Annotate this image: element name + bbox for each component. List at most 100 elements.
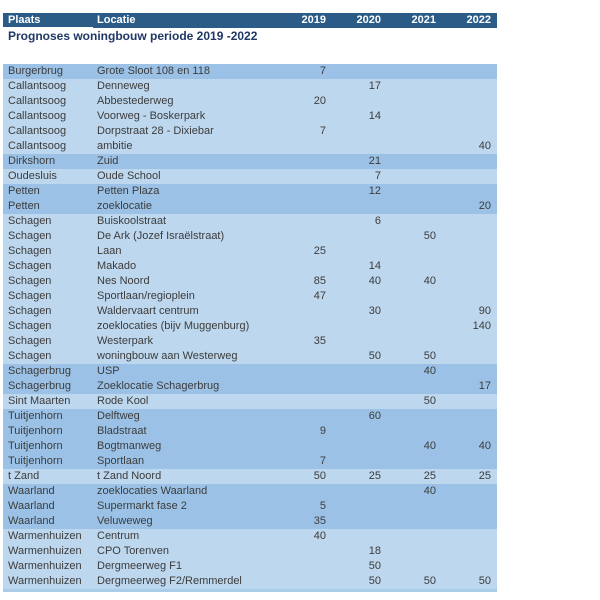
cell-plaats[interactable]: Sint Maarten [8, 395, 71, 407]
cell-2020[interactable] [332, 64, 387, 79]
cell-2019[interactable]: 35 [313, 515, 326, 527]
cell-2020[interactable] [332, 484, 387, 499]
column-header-2020[interactable]: 2020 [356, 14, 381, 26]
cell-2022[interactable] [442, 499, 497, 514]
cell-2022[interactable]: 25 [478, 470, 491, 482]
cell-2020[interactable]: 14 [368, 110, 381, 122]
cell-2021[interactable] [387, 169, 442, 184]
cell-2021[interactable] [387, 454, 442, 469]
cell-plaats[interactable]: Schagen [8, 245, 52, 257]
cell-locatie[interactable]: Westerpark [97, 335, 154, 347]
cell-2021[interactable]: 25 [423, 470, 436, 482]
column-header-plaats[interactable]: Plaats [3, 13, 93, 28]
cell-2021[interactable] [387, 499, 442, 514]
cell-2022[interactable] [442, 454, 497, 469]
table-row[interactable]: Schagerbrug USP 40 [3, 364, 497, 379]
cell-plaats[interactable]: Schagen [8, 275, 52, 287]
cell-2019[interactable] [277, 559, 332, 574]
cell-2019[interactable]: 7 [319, 125, 326, 137]
table-row[interactable]: Schagen Nes Noord 85 40 40 [3, 274, 497, 289]
table-row[interactable]: t Zand t Zand Noord 50 25 25 25 [3, 469, 497, 484]
cell-locatie[interactable]: zoeklocaties (bijv Muggenburg) [97, 320, 250, 332]
cell-locatie[interactable]: USP [97, 365, 120, 377]
cell-locatie[interactable]: Zoeklocatie Schagerbrug [97, 380, 220, 392]
cell-2019[interactable] [277, 214, 332, 229]
table-row[interactable]: Callantsoog ambitie 40 [3, 139, 497, 154]
cell-2019[interactable] [277, 169, 332, 184]
table-row[interactable]: Warmenhuizen Centrum 40 [3, 529, 497, 544]
cell-2022[interactable] [442, 484, 497, 499]
cell-2022[interactable] [442, 94, 497, 109]
cell-2022[interactable]: 40 [478, 440, 491, 452]
cell-2020[interactable]: 7 [374, 170, 381, 182]
cell-2020[interactable] [332, 199, 387, 214]
cell-2021[interactable] [387, 214, 442, 229]
cell-2022[interactable]: 17 [478, 380, 491, 392]
cell-2022[interactable]: 140 [472, 320, 491, 332]
cell-locatie[interactable]: Sportlaan [97, 455, 145, 467]
cell-plaats[interactable]: Oudesluis [8, 170, 57, 182]
cell-2020[interactable] [332, 139, 387, 154]
cell-2019[interactable]: 7 [319, 65, 326, 77]
cell-2019[interactable] [277, 109, 332, 124]
cell-2021[interactable] [387, 409, 442, 424]
cell-2022[interactable] [442, 544, 497, 559]
cell-2020[interactable]: 6 [374, 215, 381, 227]
cell-locatie[interactable]: Dergmeerweg F1 [97, 560, 182, 572]
table-row[interactable]: Dirkshorn Zuid 21 [3, 154, 497, 169]
cell-locatie[interactable]: Oude School [97, 170, 161, 182]
cell-2021[interactable] [387, 244, 442, 259]
table-row[interactable]: Tuitjenhorn Delftweg 60 [3, 409, 497, 424]
table-row[interactable]: Schagen Waldervaart centrum 30 90 [3, 304, 497, 319]
table-row[interactable]: Callantsoog Voorweg - Boskerpark 14 [3, 109, 497, 124]
cell-2022[interactable] [442, 364, 497, 379]
cell-2022[interactable] [442, 514, 497, 529]
cell-2019[interactable] [277, 379, 332, 394]
table-row[interactable]: Warmenhuizen CPO Torenven 18 [3, 544, 497, 559]
cell-plaats[interactable]: Callantsoog [8, 110, 67, 122]
cell-2019[interactable]: 47 [313, 290, 326, 302]
cell-plaats[interactable]: Waarland [8, 485, 55, 497]
cell-2020[interactable] [332, 514, 387, 529]
table-row[interactable]: Schagen De Ark (Jozef Israëlstraat) 50 [3, 229, 497, 244]
cell-plaats[interactable]: Schagen [8, 350, 52, 362]
table-row[interactable]: Schagen Buiskoolstraat 6 [3, 214, 497, 229]
cell-locatie[interactable]: Makado [97, 260, 137, 272]
cell-2021[interactable]: 40 [423, 365, 436, 377]
cell-locatie[interactable]: Voorweg - Boskerpark [97, 110, 206, 122]
cell-2021[interactable] [387, 199, 442, 214]
cell-2022[interactable] [442, 109, 497, 124]
cell-2020[interactable]: 60 [368, 410, 381, 422]
cell-2022[interactable] [442, 124, 497, 139]
cell-plaats[interactable]: Schagen [8, 290, 52, 302]
table-row[interactable]: Schagen Makado 14 [3, 259, 497, 274]
table-row[interactable]: Petten zoeklocatie 20 [3, 199, 497, 214]
cell-2022[interactable] [442, 214, 497, 229]
cell-locatie[interactable]: woningbouw aan Westerweg [97, 350, 238, 362]
cell-locatie[interactable]: Bogtmanweg [97, 440, 162, 452]
cell-2019[interactable] [277, 409, 332, 424]
cell-2021[interactable] [387, 64, 442, 79]
cell-plaats[interactable]: Callantsoog [8, 80, 67, 92]
cell-plaats[interactable]: Warmenhuizen [8, 545, 82, 557]
cell-2019[interactable] [277, 484, 332, 499]
table-row[interactable]: Waarland zoeklocaties Waarland 40 [3, 484, 497, 499]
cell-plaats[interactable]: Burgerbrug [8, 65, 64, 77]
cell-2019[interactable] [277, 79, 332, 94]
cell-2022[interactable] [442, 529, 497, 544]
cell-2022[interactable] [442, 394, 497, 409]
cell-plaats[interactable]: Warmenhuizen [8, 560, 82, 572]
cell-2019[interactable] [277, 574, 332, 589]
cell-2019[interactable] [277, 259, 332, 274]
cell-2019[interactable]: 25 [313, 245, 326, 257]
cell-locatie[interactable]: Zuid [97, 155, 119, 167]
cell-2020[interactable]: 40 [368, 275, 381, 287]
cell-2021[interactable] [387, 529, 442, 544]
cell-2019[interactable] [277, 154, 332, 169]
cell-2020[interactable] [332, 379, 387, 394]
cell-plaats[interactable]: Schagen [8, 320, 52, 332]
table-row[interactable]: Burgerbrug Grote Sloot 108 en 118 7 [3, 64, 497, 79]
cell-plaats[interactable]: Schagen [8, 215, 52, 227]
cell-locatie[interactable]: zoeklocatie [97, 200, 153, 212]
cell-2022[interactable]: 50 [478, 575, 491, 587]
